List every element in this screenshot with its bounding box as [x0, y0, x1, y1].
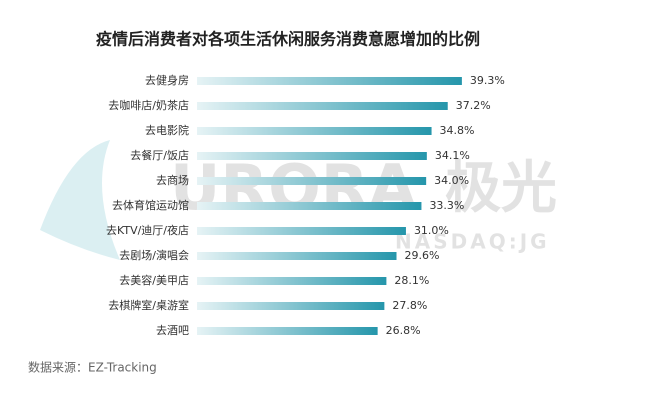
category-label: 去健身房 [145, 73, 189, 87]
bar [197, 152, 427, 160]
value-label: 31.0% [414, 224, 449, 237]
watermark-brand-cn: 极光 [445, 156, 557, 221]
bar [197, 202, 422, 210]
value-label: 34.8% [440, 124, 475, 137]
bar [197, 302, 385, 310]
value-label: 37.2% [456, 99, 491, 112]
value-label: 27.8% [392, 299, 427, 312]
bar [197, 102, 448, 110]
value-label: 39.3% [470, 74, 505, 87]
category-label: 去商场 [156, 173, 189, 187]
watermark: URORA 极光 NASDAQ:JG [40, 140, 557, 260]
watermark-brand: URORA [170, 151, 417, 224]
bar [197, 327, 378, 335]
value-label: 33.3% [429, 199, 464, 212]
category-label: 去餐厅/饭店 [130, 148, 189, 162]
category-label: 去咖啡店/奶茶店 [108, 98, 189, 112]
category-label: 去棋牌室/桌游室 [108, 298, 189, 312]
category-label: 去电影院 [145, 123, 189, 137]
chart-title: 疫情后消费者对各项生活休闲服务消费意愿增加的比例 [96, 30, 480, 49]
bar [197, 77, 462, 85]
category-label: 去体育馆运动馆 [112, 198, 189, 212]
value-label: 26.8% [386, 324, 421, 337]
value-label: 34.1% [435, 149, 470, 162]
bar [197, 127, 432, 135]
category-label: 去酒吧 [156, 324, 189, 337]
category-label: 去KTV/迪厅/夜店 [106, 223, 189, 237]
value-label: 29.6% [405, 249, 440, 262]
category-label: 去美容/美甲店 [119, 273, 189, 287]
watermark-ticker: NASDAQ:JG [395, 230, 550, 254]
bar [197, 277, 387, 285]
category-label: 去剧场/演唱会 [119, 248, 189, 262]
bar [197, 227, 406, 235]
bar [197, 252, 397, 260]
watermark-logo [40, 140, 120, 260]
source-note: 数据来源：EZ-Tracking [28, 360, 157, 375]
value-label: 28.1% [394, 274, 429, 287]
value-label: 34.0% [434, 174, 469, 187]
bar [197, 177, 427, 185]
